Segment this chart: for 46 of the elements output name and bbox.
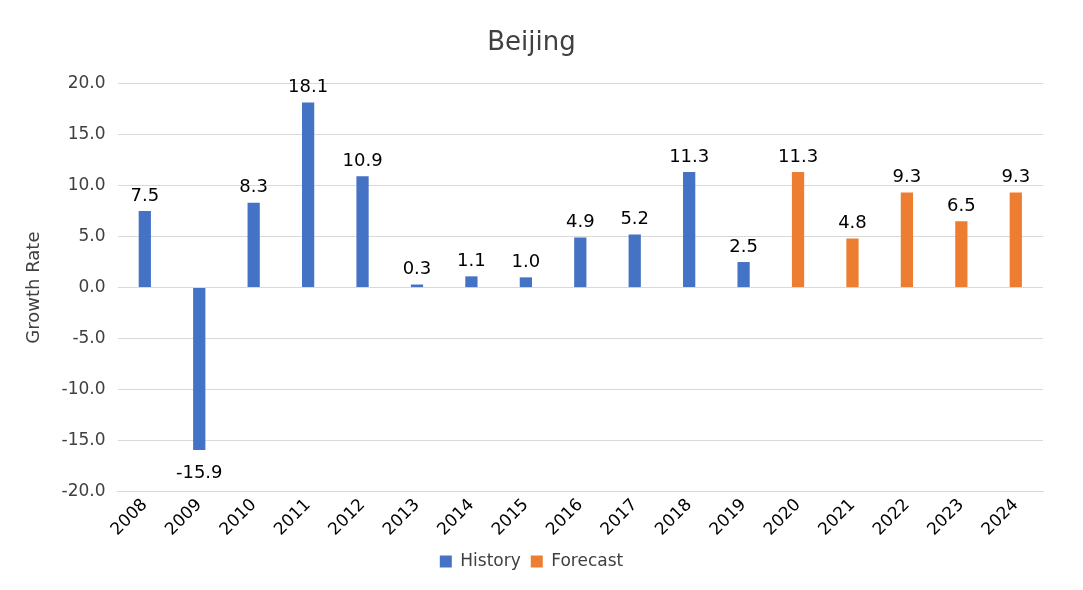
data-label: 1.0 bbox=[511, 250, 541, 272]
bar bbox=[465, 276, 478, 288]
bar bbox=[737, 262, 750, 288]
bar bbox=[791, 172, 805, 288]
y-axis-title: Growth Rate bbox=[22, 231, 44, 344]
bar bbox=[683, 172, 696, 288]
y-tick-label: 5.0 bbox=[78, 224, 106, 245]
y-tick-label: 20.0 bbox=[67, 71, 106, 92]
data-label: 18.1 bbox=[288, 75, 329, 97]
data-label: 6.5 bbox=[947, 193, 976, 215]
bar bbox=[846, 238, 859, 288]
data-label: 4.9 bbox=[565, 210, 595, 232]
bar bbox=[628, 234, 641, 288]
bar bbox=[356, 176, 369, 288]
bar bbox=[574, 237, 587, 288]
data-label: 10.9 bbox=[342, 148, 383, 170]
bar bbox=[138, 210, 151, 288]
bar bbox=[955, 221, 968, 288]
y-tick-label: 10.0 bbox=[67, 173, 106, 194]
data-label: 11.3 bbox=[778, 144, 819, 166]
bar bbox=[519, 277, 532, 288]
y-tick-label: -15.0 bbox=[61, 429, 106, 450]
bar bbox=[193, 288, 206, 451]
data-label: 7.5 bbox=[130, 183, 160, 205]
bar bbox=[247, 202, 260, 288]
bar bbox=[1009, 192, 1022, 288]
data-label: 1.1 bbox=[457, 249, 486, 271]
data-label: 4.8 bbox=[838, 211, 867, 233]
legend-label: History bbox=[460, 549, 521, 570]
bar bbox=[301, 102, 315, 288]
data-label: 8.3 bbox=[239, 175, 268, 197]
y-tick-label: -10.0 bbox=[61, 378, 106, 399]
data-label: 0.3 bbox=[402, 257, 432, 279]
data-label: -15.9 bbox=[175, 460, 223, 482]
y-tick-label: 15.0 bbox=[67, 122, 106, 143]
data-label: 11.3 bbox=[669, 144, 710, 166]
bar bbox=[900, 192, 914, 288]
data-label: 5.2 bbox=[620, 207, 650, 229]
data-label: 9.3 bbox=[892, 165, 922, 187]
y-tick-label: 0.0 bbox=[78, 276, 106, 297]
chart-title: Beijing bbox=[487, 26, 576, 57]
y-tick-label: -20.0 bbox=[61, 480, 106, 501]
legend-label: Forecast bbox=[551, 549, 624, 570]
data-label: 9.3 bbox=[1001, 165, 1031, 187]
y-tick-label: -5.0 bbox=[72, 327, 106, 348]
data-label: 2.5 bbox=[729, 234, 758, 256]
